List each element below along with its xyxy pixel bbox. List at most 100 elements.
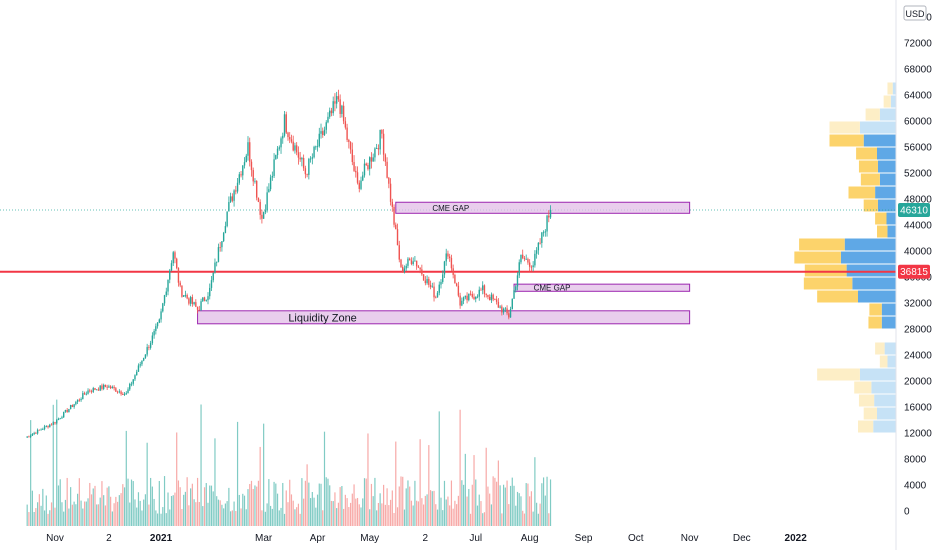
volume-bar bbox=[496, 481, 498, 526]
volume-bar bbox=[184, 491, 187, 526]
annotation-zones[interactable]: CME GAP CME GAP Liquidity Zone bbox=[197, 201, 691, 325]
volume-profile-bar-down bbox=[869, 303, 882, 316]
volume-bar bbox=[329, 485, 331, 526]
candle-body bbox=[405, 265, 407, 269]
currency-badge[interactable]: USD bbox=[903, 5, 927, 21]
time-axis[interactable]: Nov 2 2021 Mar Apr May 2 Jul Aug Sep Oct Nov Dec 2022 bbox=[46, 533, 807, 544]
candle-body bbox=[245, 155, 247, 163]
annotation-zone-box[interactable] bbox=[197, 310, 691, 325]
candle-body bbox=[530, 266, 533, 268]
volume-profile-bar-down bbox=[879, 355, 888, 368]
candle-body bbox=[59, 418, 61, 420]
volume-bar bbox=[254, 485, 256, 526]
candle-body bbox=[148, 347, 150, 348]
candle-body bbox=[94, 388, 96, 390]
volume-bar bbox=[243, 495, 246, 526]
volume-bar bbox=[344, 494, 346, 526]
candle-body bbox=[302, 157, 305, 169]
volume-profile-bar-down bbox=[883, 95, 891, 108]
volume-bar bbox=[49, 510, 51, 526]
candle-body bbox=[475, 296, 477, 300]
candle-body bbox=[532, 265, 534, 268]
volume-bar bbox=[70, 487, 72, 526]
price-tick-label: 32000 bbox=[904, 299, 932, 310]
volume-bar bbox=[548, 513, 550, 526]
volume-bar bbox=[487, 486, 489, 526]
volume-bar bbox=[475, 479, 477, 526]
candle-body bbox=[109, 386, 112, 389]
volume-bar bbox=[263, 423, 265, 526]
candle-body bbox=[68, 409, 70, 413]
volume-bar bbox=[402, 476, 404, 526]
candle-body bbox=[379, 129, 381, 150]
volume-bar bbox=[33, 512, 35, 526]
candle-body bbox=[275, 155, 277, 160]
volume-profile-bar-down bbox=[887, 82, 893, 95]
volume-bar bbox=[459, 409, 461, 526]
annotation-zone-label: CME GAP bbox=[534, 284, 571, 293]
time-tick-label: Nov bbox=[681, 533, 699, 544]
volume-bar bbox=[210, 485, 213, 526]
candle-body bbox=[177, 267, 180, 283]
volume-bar bbox=[403, 509, 406, 526]
volume-profile-bar-down bbox=[860, 173, 880, 186]
candle-body bbox=[38, 429, 41, 431]
volume-bar bbox=[276, 493, 279, 526]
candle-body bbox=[242, 165, 244, 176]
price-tick-label: 28000 bbox=[904, 325, 932, 336]
volume-bar bbox=[442, 510, 444, 526]
volume-bar bbox=[162, 507, 164, 526]
volume-bar bbox=[71, 504, 73, 526]
volume-profile-bar-up bbox=[877, 160, 896, 173]
volume-bar bbox=[529, 496, 531, 526]
candle-body bbox=[73, 404, 75, 408]
volume-bar bbox=[261, 510, 263, 526]
candle-body bbox=[179, 282, 181, 286]
candle-body bbox=[210, 280, 213, 288]
volume-bar bbox=[539, 503, 541, 526]
volume-bar bbox=[78, 478, 80, 526]
time-tick-label: Sep bbox=[575, 533, 593, 544]
volume-bar bbox=[249, 484, 251, 526]
candle-body bbox=[125, 393, 127, 394]
volume-bar bbox=[156, 513, 159, 526]
volume-bar bbox=[476, 505, 479, 526]
time-tick-label: Nov bbox=[46, 533, 64, 544]
volume-bar bbox=[132, 481, 134, 526]
volume-profile-bar-down bbox=[868, 316, 882, 329]
volume-profile bbox=[794, 82, 896, 433]
volume-profile-bar-down bbox=[817, 368, 860, 381]
price-tick-label: 52000 bbox=[904, 169, 932, 180]
candle-body bbox=[96, 389, 98, 391]
candle-body bbox=[261, 214, 263, 219]
volume-bar bbox=[235, 511, 237, 526]
candle-body bbox=[193, 302, 195, 305]
volume-bar bbox=[544, 495, 546, 526]
volume-bar bbox=[428, 445, 430, 526]
volume-bar bbox=[527, 483, 529, 526]
volume-bar bbox=[348, 507, 350, 526]
candle-body bbox=[488, 296, 491, 301]
candle-body bbox=[42, 429, 44, 430]
candle-body bbox=[367, 164, 369, 170]
volume-profile-bar-up bbox=[877, 199, 896, 212]
volume-profile-bar-up bbox=[846, 264, 896, 277]
volume-bar bbox=[146, 442, 148, 526]
volume-profile-bar-up bbox=[863, 134, 896, 147]
volume-bar bbox=[499, 485, 501, 526]
candle-body bbox=[454, 274, 456, 284]
currency-badge-box bbox=[903, 5, 927, 21]
volume-bar bbox=[186, 477, 188, 526]
candle-body bbox=[402, 266, 404, 273]
candle-body bbox=[389, 183, 392, 202]
candle-body bbox=[527, 259, 529, 263]
volume-bar bbox=[320, 483, 322, 526]
volume-bar bbox=[349, 502, 352, 526]
candle-body bbox=[534, 253, 536, 266]
candle-body bbox=[344, 121, 347, 128]
candle-body bbox=[370, 157, 373, 162]
annotation-zone-box[interactable] bbox=[395, 201, 691, 214]
volume-bar bbox=[336, 508, 338, 526]
candle-body bbox=[205, 300, 207, 301]
